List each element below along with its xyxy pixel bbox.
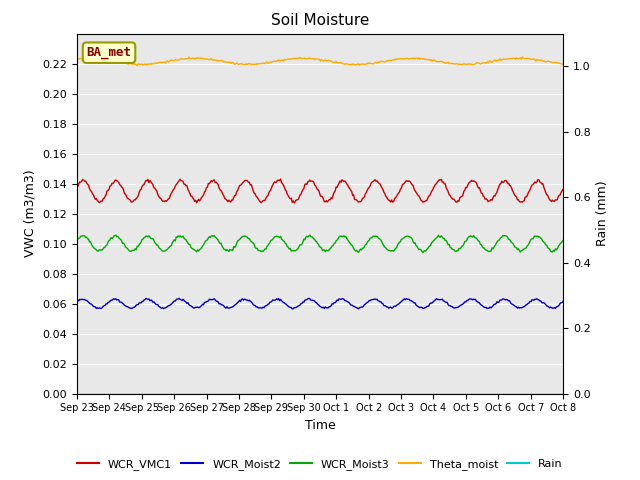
X-axis label: Time: Time [305, 419, 335, 432]
Y-axis label: VWC (m3/m3): VWC (m3/m3) [24, 170, 36, 257]
Title: Soil Moisture: Soil Moisture [271, 13, 369, 28]
Legend: WCR_VMC1, WCR_Moist2, WCR_Moist3, Theta_moist, Rain: WCR_VMC1, WCR_Moist2, WCR_Moist3, Theta_… [72, 455, 568, 474]
Text: BA_met: BA_met [86, 46, 132, 59]
Y-axis label: Rain (mm): Rain (mm) [596, 181, 609, 246]
